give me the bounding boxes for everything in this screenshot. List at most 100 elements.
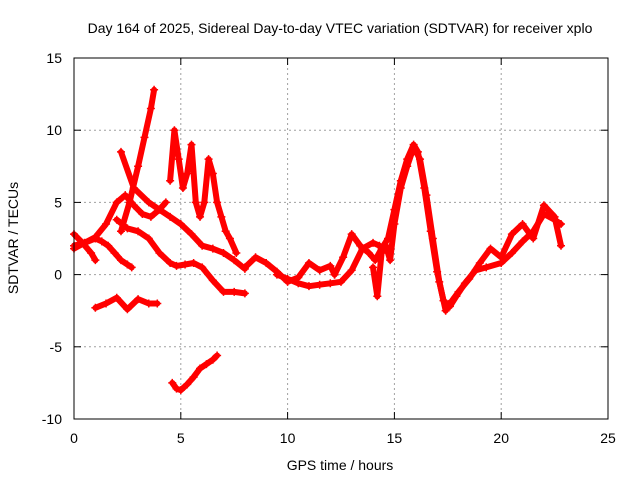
data-point	[112, 198, 121, 207]
x-tick-label: 20	[493, 430, 509, 446]
data-point	[272, 270, 281, 279]
series-band	[167, 127, 240, 256]
data-point	[557, 241, 566, 250]
data-point	[174, 155, 183, 164]
axis-ticks: 0 5 10 15 20 25 -10 -5 0 5 10 15	[42, 50, 616, 446]
data-point	[112, 293, 121, 302]
data-point	[87, 248, 96, 257]
data-point	[356, 241, 365, 250]
data-point	[326, 261, 335, 270]
series-band	[118, 148, 248, 272]
x-tick-label: 0	[70, 430, 78, 446]
data-point	[518, 220, 527, 229]
series-band	[113, 216, 248, 297]
data-point	[78, 238, 87, 247]
y-axis-label: SDTVAR / TECUs	[5, 182, 21, 294]
series-arc-8	[166, 126, 241, 257]
data-point	[390, 220, 399, 229]
data-point	[183, 380, 192, 389]
data-point	[170, 126, 179, 135]
data-point	[377, 248, 386, 257]
plot-frame	[73, 57, 609, 420]
data-point	[213, 351, 222, 360]
data-point	[150, 85, 159, 94]
data-point	[153, 299, 162, 308]
data-point	[347, 230, 356, 239]
data-point	[230, 256, 239, 265]
data-point	[116, 256, 125, 265]
data-point	[187, 230, 196, 239]
data-point	[213, 198, 222, 207]
data-point	[155, 248, 164, 257]
data-point	[208, 169, 217, 178]
data-point	[123, 224, 132, 233]
series-band	[169, 352, 221, 394]
data-point	[441, 306, 450, 315]
data-point	[315, 266, 324, 275]
data-point	[110, 248, 119, 257]
data-point	[369, 238, 378, 247]
data-point	[189, 373, 198, 382]
data-point	[428, 234, 437, 243]
data-point	[208, 276, 217, 285]
data-point	[91, 303, 100, 312]
data-point	[91, 234, 100, 243]
data-point	[507, 248, 516, 257]
y-tick-label: -5	[50, 339, 63, 355]
data-point	[204, 155, 213, 164]
data-point	[121, 191, 130, 200]
series-band	[71, 231, 99, 264]
data-point	[416, 155, 425, 164]
data-point	[373, 292, 382, 301]
grid	[74, 58, 608, 419]
data-point	[396, 183, 405, 192]
data-point	[202, 360, 211, 369]
data-point	[168, 378, 177, 387]
data-point	[369, 263, 378, 272]
data-point	[409, 143, 418, 152]
data-point	[125, 198, 134, 207]
data-point	[240, 289, 249, 298]
data-point	[146, 104, 155, 113]
data-point	[116, 227, 125, 236]
data-point	[539, 201, 548, 210]
data-point	[116, 147, 125, 156]
data-point	[330, 270, 339, 279]
data-point	[347, 266, 356, 275]
data-point	[102, 299, 111, 308]
data-point	[240, 263, 249, 272]
x-axis-label: GPS time / hours	[287, 457, 394, 473]
data-point	[112, 215, 121, 224]
chart-title: Day 164 of 2025, Sidereal Day-to-day VTE…	[88, 20, 593, 36]
data-point	[144, 198, 153, 207]
data-point	[178, 183, 187, 192]
data-point	[176, 386, 185, 395]
data-point	[104, 241, 113, 250]
data-point	[138, 209, 147, 218]
series-arc-9	[168, 351, 222, 395]
data-point	[454, 287, 463, 296]
data-point	[529, 234, 538, 243]
data-point	[187, 140, 196, 149]
data-point	[140, 133, 149, 142]
data-point	[486, 244, 495, 253]
data-point	[364, 248, 373, 257]
data-point	[196, 212, 205, 221]
data-point	[134, 295, 143, 304]
data-point	[127, 263, 136, 272]
data-point	[381, 241, 390, 250]
data-point	[134, 162, 143, 171]
data-point	[448, 296, 457, 305]
data-point	[219, 248, 228, 257]
data-point	[497, 253, 506, 262]
data-point	[198, 263, 207, 272]
data-point	[144, 234, 153, 243]
data-point	[123, 260, 132, 269]
data-point	[294, 279, 303, 288]
data-point	[176, 220, 185, 229]
data-point	[196, 364, 205, 373]
data-point	[97, 237, 106, 246]
y-tick-label: 5	[54, 194, 62, 210]
data-point	[161, 198, 170, 207]
series-arc-13	[369, 143, 566, 315]
